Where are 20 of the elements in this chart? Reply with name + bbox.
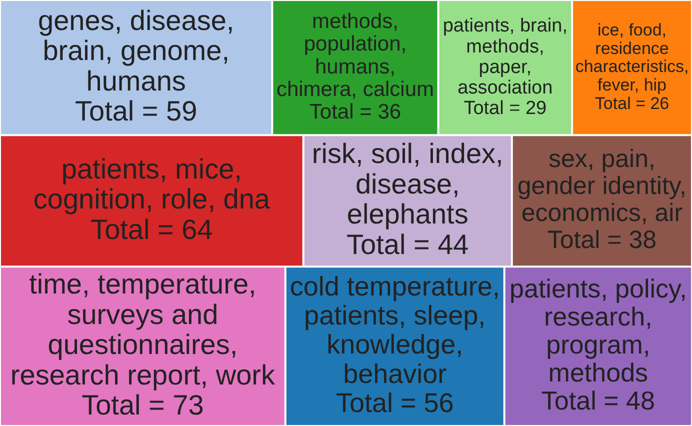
category-label: cold temperature, patients, sleep, knowledge, behavior bbox=[290, 271, 500, 389]
data-label: Total = 26 bbox=[594, 94, 670, 113]
data-label: Total = 56 bbox=[336, 388, 454, 418]
data-label: Total = 73 bbox=[82, 389, 204, 420]
category-label: genes, disease, brain, genome, humans bbox=[38, 4, 234, 96]
data-label: Total = 48 bbox=[541, 386, 655, 416]
data-label: Total = 36 bbox=[309, 100, 402, 124]
data-label: Total = 64 bbox=[90, 214, 213, 245]
category-label: patients, mice, cognition, role, dna bbox=[33, 153, 270, 215]
category-label: ice, food, residence characteristics, fever, hip bbox=[575, 20, 689, 95]
category-label: methods, population, humans, chimera, calcium bbox=[276, 10, 434, 102]
category-label: time, temperature, surveys and questionnaires, research report, work bbox=[10, 268, 276, 390]
category-label: sex, pain, gender identity, economics, air bbox=[517, 145, 686, 228]
data-label: Total = 59 bbox=[74, 96, 198, 127]
category-label: risk, soil, index, disease, elephants bbox=[312, 138, 504, 230]
data-label: Total = 38 bbox=[547, 226, 656, 254]
data-label: Total = 44 bbox=[346, 228, 469, 260]
category-label: patients, policy, research, program, methods bbox=[510, 273, 687, 388]
data-label: Total = 29 bbox=[464, 98, 547, 119]
category-label: patients, brain, methods, paper, association bbox=[442, 16, 568, 98]
